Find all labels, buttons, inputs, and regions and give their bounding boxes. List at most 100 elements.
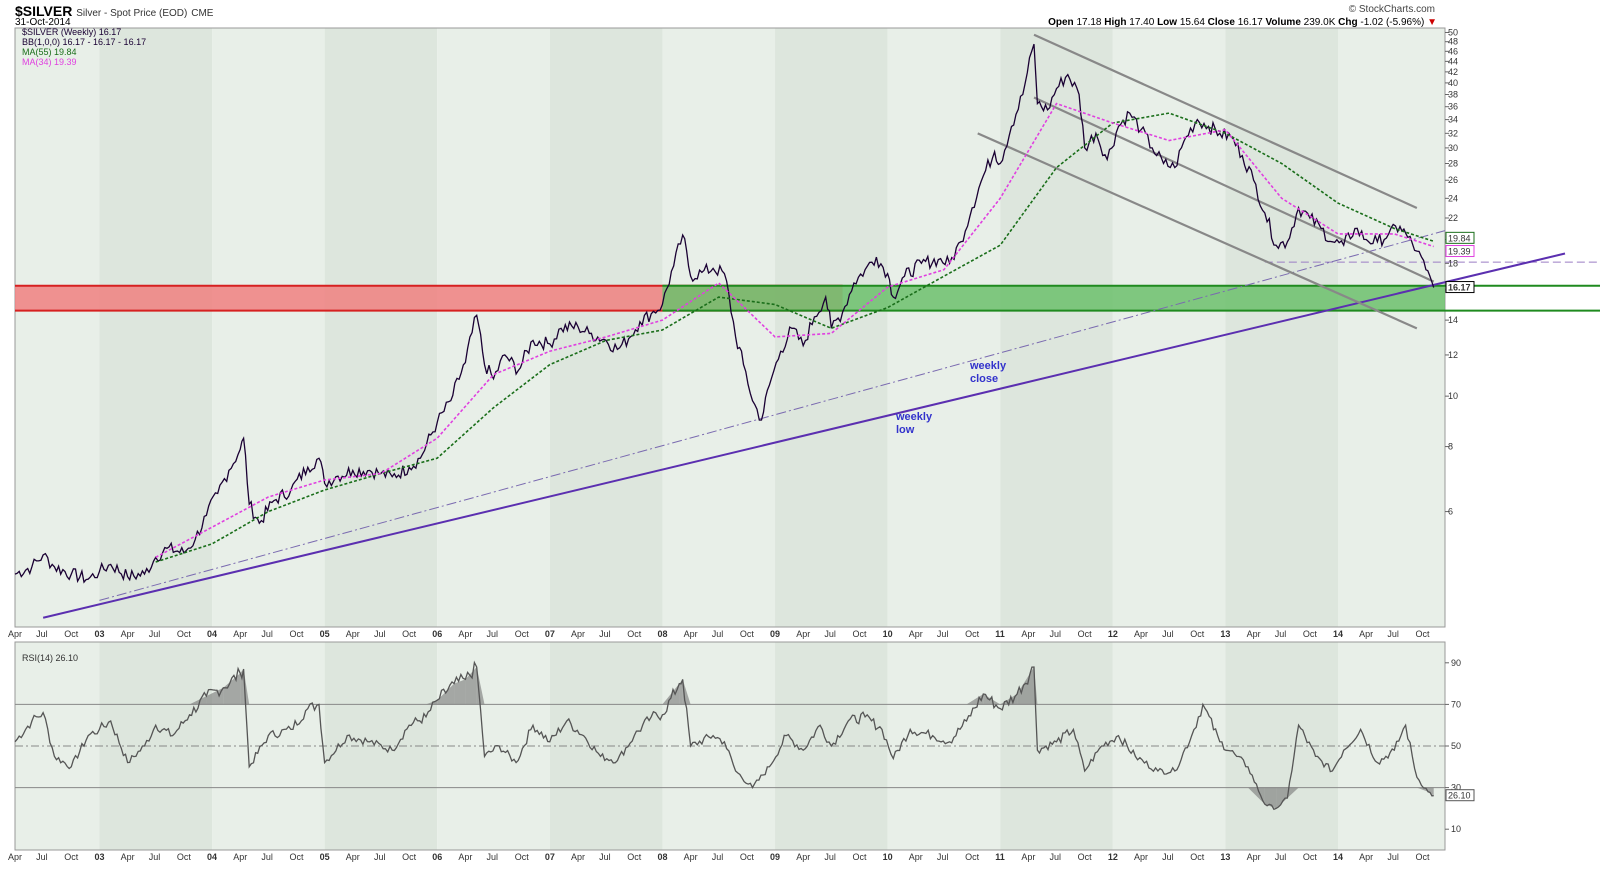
x-tick-label: Jul: [1050, 852, 1062, 862]
x-tick-label: Jul: [1050, 629, 1062, 639]
price-panel: 5048464442403836343230282624222018161412…: [8, 27, 1600, 639]
x-tick-label: 05: [320, 852, 330, 862]
x-tick-label: Apr: [1134, 852, 1148, 862]
x-tick-label: Oct: [402, 852, 417, 862]
y-tick-label: 50: [1448, 27, 1458, 37]
close-label: Close: [1207, 17, 1235, 28]
rsi-badge-box: [1445, 789, 1475, 802]
x-tick-label: Oct: [515, 629, 530, 639]
rsi-y-tick-label: 50: [1451, 741, 1461, 751]
x-tick-label: Apr: [1359, 852, 1373, 862]
x-tick-label: 06: [432, 852, 442, 862]
ma34-badge: 19.39: [1448, 247, 1471, 257]
x-tick-label: Oct: [64, 629, 79, 639]
x-tick-label: Oct: [1190, 629, 1205, 639]
year-band: [1225, 28, 1339, 627]
rsi-overbought-fill: [426, 700, 438, 705]
x-tick-label: Oct: [289, 629, 304, 639]
x-tick-label: Oct: [1303, 852, 1318, 862]
support-zone: [662, 285, 1445, 311]
x-tick-label: Apr: [346, 629, 360, 639]
x-tick-label: Apr: [346, 852, 360, 862]
weekly-low-trendline: [42, 252, 1566, 619]
x-tick-label: Jul: [1275, 629, 1287, 639]
rsi-overbought-fill: [662, 683, 680, 705]
exchange: CME: [191, 8, 214, 19]
x-tick-label: Apr: [8, 629, 22, 639]
chart-title: $SILVER Silver - Spot Price (EOD) CME: [15, 3, 213, 22]
low-label: Low: [1157, 17, 1178, 28]
y-tick-label: 32: [1448, 128, 1458, 138]
x-tick-label: Apr: [233, 852, 247, 862]
rsi-badge: 26.10: [1448, 791, 1471, 801]
x-tick-label: Oct: [177, 629, 192, 639]
x-tick-label: Apr: [458, 852, 472, 862]
x-tick-label: 11: [995, 852, 1005, 862]
x-tick-label: 14: [1333, 629, 1343, 639]
y-tick-label: 34: [1448, 115, 1458, 125]
rsi-oversold-fill: [1264, 787, 1277, 809]
x-tick-label: 09: [770, 852, 780, 862]
brand-label[interactable]: © StockCharts.com: [1348, 4, 1435, 15]
x-tick-label: Jul: [149, 852, 161, 862]
year-band: [1000, 28, 1113, 627]
rsi-line: [14, 660, 1434, 811]
rsi-overbought-fill: [206, 687, 224, 705]
x-tick-label: Oct: [177, 852, 192, 862]
x-tick-label: 10: [883, 852, 893, 862]
x-tick-label: Apr: [1247, 852, 1261, 862]
x-tick-label: Oct: [515, 852, 530, 862]
x-tick-label: 14: [1333, 852, 1343, 862]
x-tick-label: Apr: [121, 852, 135, 862]
rsi-oversold-fill: [1248, 787, 1265, 805]
rsi-oversold-fill: [1276, 787, 1288, 809]
y-tick-label: 40: [1448, 78, 1458, 88]
y-tick-label: 8: [1448, 442, 1453, 452]
open-label: Open: [1048, 17, 1074, 28]
y-tick-label: 18: [1448, 258, 1458, 268]
weekly-close-annotation-2: close: [970, 373, 998, 385]
x-tick-label: Jul: [599, 852, 611, 862]
quote-summary: Open 17.18 High 17.40 Low 15.64 Close 16…: [1048, 17, 1437, 28]
x-tick-label: Apr: [796, 629, 810, 639]
x-tick-label: Apr: [684, 629, 698, 639]
y-tick-label: 42: [1448, 67, 1458, 77]
y-tick-label: 48: [1448, 37, 1458, 47]
chart-annotations: weekly close weekly low: [895, 360, 1007, 436]
ma55-badge-box: [1445, 231, 1475, 244]
x-tick-label: Jul: [599, 629, 611, 639]
x-tick-label: Apr: [684, 852, 698, 862]
price-zones: [15, 284, 1600, 312]
price-series: [14, 43, 1435, 584]
x-tick-label: Oct: [402, 629, 417, 639]
x-tick-label: Apr: [1021, 852, 1035, 862]
legend-rsi: RSI(14) 26.10: [22, 653, 78, 663]
x-tick-label: Oct: [740, 852, 755, 862]
weekly-close-annotation-1: weekly: [969, 360, 1007, 372]
price-panel-frame: [14, 27, 1446, 628]
low-value: 15.64: [1179, 17, 1205, 28]
y-tick-label: 10: [1448, 391, 1458, 401]
high-label: High: [1104, 17, 1127, 28]
channel-middle-trendline: [1033, 96, 1435, 283]
x-tick-label: Apr: [121, 629, 135, 639]
y-tick-label: 28: [1448, 158, 1458, 168]
y-tick-label: 36: [1448, 102, 1458, 112]
x-tick-label: Apr: [1134, 629, 1148, 639]
x-tick-label: Oct: [740, 629, 755, 639]
rsi-series: [14, 660, 1434, 811]
rsi-y-tick-label: 10: [1451, 824, 1461, 834]
x-tick-label: 11: [995, 629, 1005, 639]
rsi-overbought-fill: [679, 679, 683, 705]
y-tick-label: 46: [1448, 46, 1458, 56]
x-tick-label: Oct: [1078, 629, 1093, 639]
x-tick-label: 12: [1108, 852, 1118, 862]
year-band: [662, 28, 776, 627]
x-tick-label: Oct: [289, 852, 304, 862]
x-tick-label: 08: [657, 852, 667, 862]
year-band: [1338, 28, 1445, 627]
x-tick-label: Jul: [824, 629, 836, 639]
x-tick-label: Apr: [909, 852, 923, 862]
